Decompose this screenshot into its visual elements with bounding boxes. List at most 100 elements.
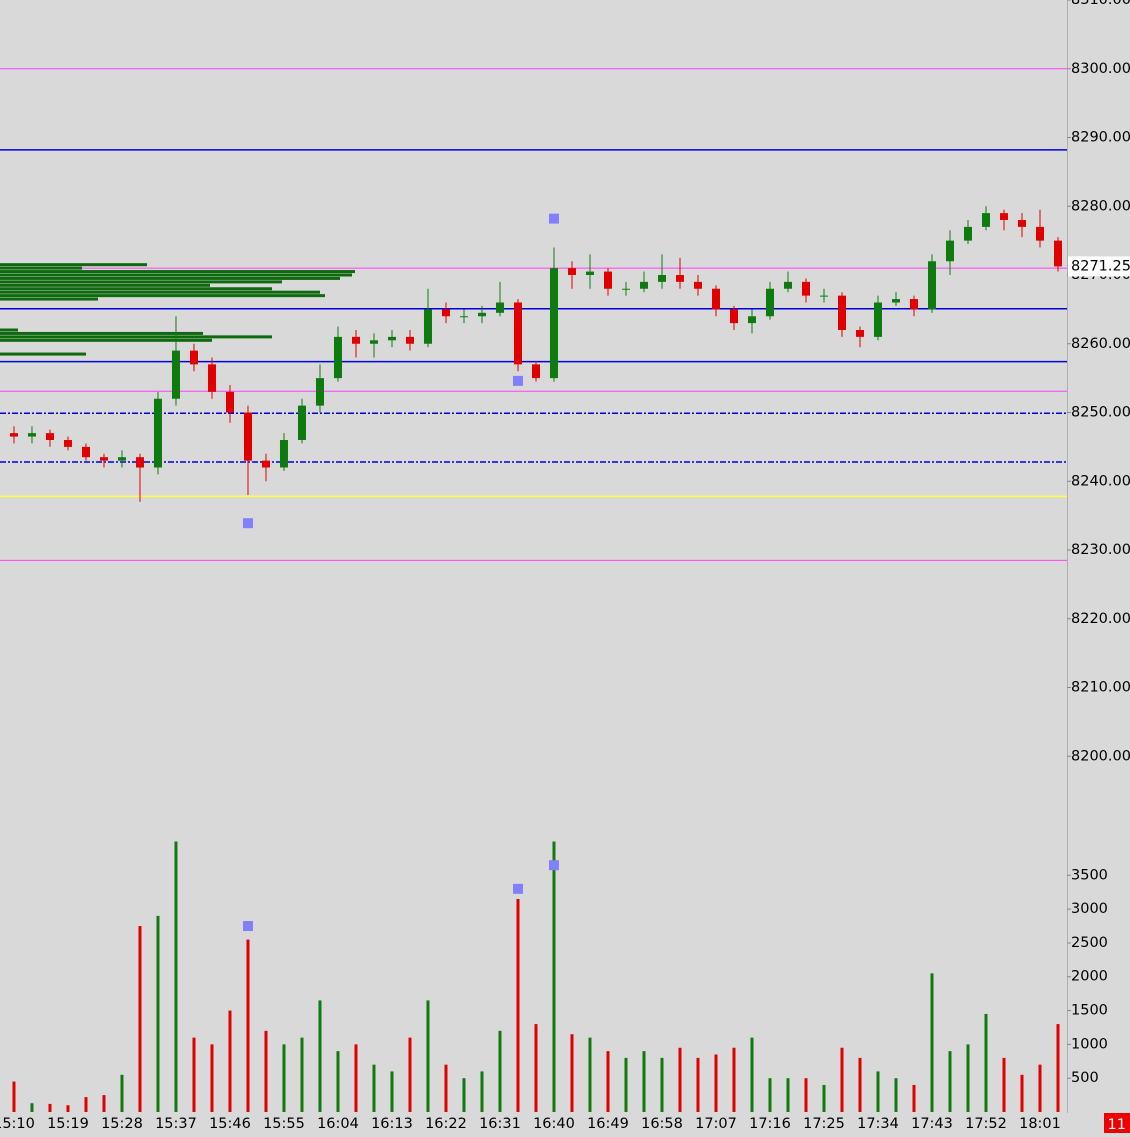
profile-bar — [0, 280, 282, 284]
candle-body — [171, 350, 180, 399]
volume-bar — [912, 1084, 916, 1112]
candle-body — [387, 336, 396, 341]
candle-body — [153, 398, 162, 468]
y-tick-label: 8220.00 — [1071, 611, 1130, 627]
x-tick-label: 16:22 — [425, 1116, 467, 1132]
timer-label: 11 — [1108, 1117, 1126, 1133]
volume-bar — [12, 1081, 16, 1112]
last-price-box — [1068, 256, 1130, 277]
y-tick-label: 1000 — [1071, 1036, 1108, 1052]
x-tick-label: 16:13 — [371, 1116, 413, 1132]
signal-marker — [548, 213, 559, 224]
volume-bar — [336, 1051, 340, 1112]
candle-body — [135, 457, 144, 468]
y-tick-label: 8280.00 — [1071, 198, 1130, 214]
y-tick-label: 8300.00 — [1071, 61, 1130, 77]
x-tick-label: 17:34 — [857, 1116, 899, 1132]
x-tick-label: 17:25 — [803, 1116, 845, 1132]
x-tick-label: 15:19 — [47, 1116, 89, 1132]
volume-bar — [984, 1013, 988, 1112]
candle-body — [783, 281, 792, 289]
volume-bar — [750, 1037, 754, 1112]
x-tick-label: 16:31 — [479, 1116, 521, 1132]
volume-bar — [768, 1078, 772, 1112]
volume-bar — [804, 1078, 808, 1112]
volume-bar — [84, 1097, 88, 1112]
volume-bar — [48, 1103, 52, 1112]
x-tick-label: 15:28 — [101, 1116, 143, 1132]
candle-body — [801, 281, 810, 296]
y-tick-label: 1500 — [1071, 1003, 1108, 1019]
candle-body — [873, 302, 882, 337]
x-tick-label: 15:46 — [209, 1116, 251, 1132]
profile-bar — [0, 263, 147, 267]
profile-bar — [0, 266, 82, 270]
x-tick-label: 17:07 — [695, 1116, 737, 1132]
candle-body — [1035, 226, 1044, 241]
volume-bar — [318, 1000, 322, 1112]
volume-bar — [138, 926, 142, 1112]
volume-bar — [426, 1000, 430, 1112]
candle-body — [315, 378, 324, 406]
profile-bar — [0, 276, 340, 280]
volume-bar — [822, 1084, 826, 1112]
profile-bar — [0, 328, 18, 332]
signal-marker — [512, 375, 523, 386]
candle-body — [279, 440, 288, 468]
candle-body — [747, 316, 756, 324]
profile-bar — [0, 273, 352, 277]
volume-bar — [1020, 1074, 1024, 1112]
candle-body — [99, 457, 108, 461]
candle-body — [189, 350, 198, 365]
candle-body — [261, 460, 270, 468]
volume-bar — [732, 1047, 736, 1112]
candle-body — [27, 433, 36, 437]
candle-body — [351, 336, 360, 344]
x-tick-label: 17:16 — [749, 1116, 791, 1132]
volume-marker — [512, 883, 523, 894]
volume-bar — [246, 939, 250, 1112]
candle-body — [585, 271, 594, 275]
candle-body — [333, 336, 342, 379]
volume-bar — [624, 1057, 628, 1112]
y-tick-label: 8210.00 — [1071, 680, 1130, 696]
x-tick-label: 15:10 — [0, 1116, 35, 1132]
candle-body — [729, 309, 738, 324]
profile-bar — [0, 290, 320, 294]
candle-body — [639, 281, 648, 289]
volume-bar — [66, 1105, 70, 1112]
profile-bar — [0, 331, 203, 335]
volume-bar — [570, 1034, 574, 1112]
candle-body — [243, 412, 252, 461]
candle-body — [819, 295, 828, 297]
candle-body — [1053, 240, 1062, 267]
y-tick-label: 8250.00 — [1071, 405, 1130, 421]
candle-body — [531, 364, 540, 379]
candle-body — [603, 271, 612, 289]
volume-bar — [174, 841, 178, 1112]
x-tick-label: 16:40 — [533, 1116, 575, 1132]
candle-body — [711, 288, 720, 310]
candle-body — [369, 340, 378, 344]
candle-body — [45, 433, 54, 440]
volume-bar — [480, 1071, 484, 1112]
y-tick-label: 8230.00 — [1071, 542, 1130, 558]
volume-bar — [1038, 1064, 1042, 1112]
y-tick-label: 8200.00 — [1071, 748, 1130, 764]
candle-body — [909, 299, 918, 310]
signal-marker — [242, 518, 253, 529]
candle-body — [927, 261, 936, 310]
candle-body — [621, 288, 630, 290]
volume-bar — [642, 1051, 646, 1112]
candle-body — [513, 302, 522, 365]
profile-bar — [0, 352, 86, 356]
volume-bar — [156, 915, 160, 1112]
profile-bar — [0, 270, 355, 274]
x-tick-label: 17:43 — [911, 1116, 953, 1132]
candle-body — [495, 302, 504, 313]
volume-bar — [1056, 1024, 1060, 1112]
volume-bar — [714, 1054, 718, 1112]
volume-bar — [678, 1047, 682, 1112]
profile-bar — [0, 338, 212, 342]
volume-bar — [372, 1064, 376, 1112]
